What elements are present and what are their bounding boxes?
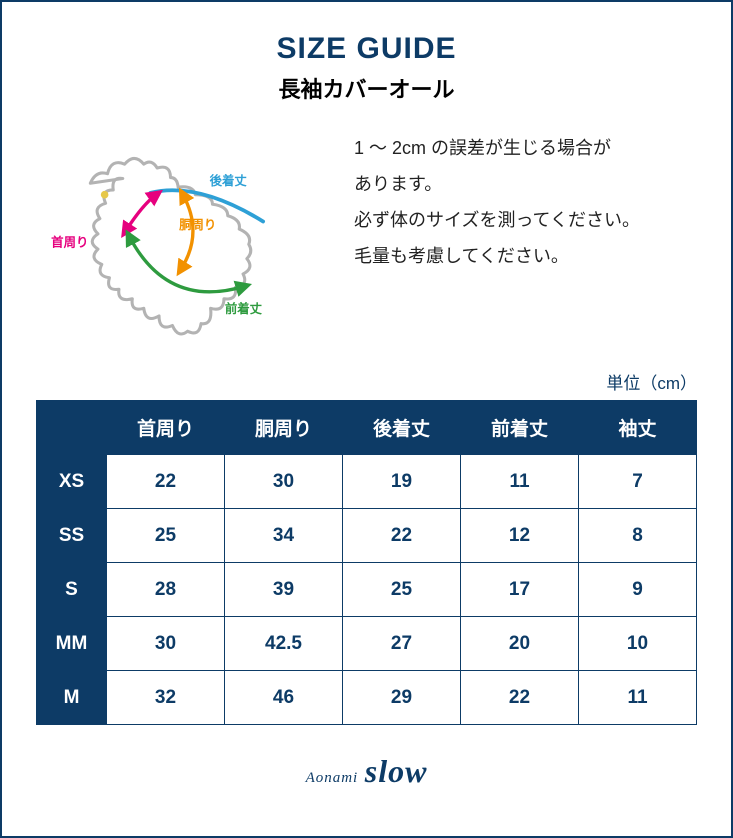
logo-small: Aonami bbox=[306, 770, 359, 786]
neck-line bbox=[126, 195, 157, 231]
back-length-line bbox=[150, 190, 263, 221]
table-cell: 25 bbox=[107, 509, 225, 563]
front-length-label: 前着丈 bbox=[225, 301, 263, 316]
row-header: MM bbox=[37, 617, 107, 671]
front-length-line bbox=[129, 237, 244, 292]
table-cell: 7 bbox=[579, 455, 697, 509]
page-subtitle: 長袖カバーオール bbox=[36, 72, 697, 104]
girth-label: 胴周り bbox=[179, 217, 216, 232]
row-header: S bbox=[37, 563, 107, 617]
note-line: 必ず体のサイズを測ってください。 bbox=[354, 202, 697, 238]
logo-large: slow bbox=[365, 753, 428, 789]
row-header: XS bbox=[37, 455, 107, 509]
table-cell: 30 bbox=[107, 617, 225, 671]
table-cell: 30 bbox=[225, 455, 343, 509]
table-row: M3246292211 bbox=[37, 671, 697, 725]
table-corner bbox=[37, 401, 107, 455]
col-header: 胴周り bbox=[225, 401, 343, 455]
table-row: S283925179 bbox=[37, 563, 697, 617]
table-cell: 46 bbox=[225, 671, 343, 725]
table-row: SS253422128 bbox=[37, 509, 697, 563]
table-cell: 32 bbox=[107, 671, 225, 725]
table-cell: 20 bbox=[461, 617, 579, 671]
col-header: 前着丈 bbox=[461, 401, 579, 455]
table-cell: 28 bbox=[107, 563, 225, 617]
table-cell: 25 bbox=[343, 563, 461, 617]
dog-eye-icon bbox=[101, 191, 109, 199]
col-header: 袖丈 bbox=[579, 401, 697, 455]
unit-label: 単位（cm） bbox=[36, 369, 697, 394]
table-cell: 12 bbox=[461, 509, 579, 563]
dog-diagram: 後着丈 首周り 胴周り 前着丈 bbox=[36, 126, 326, 341]
row-header: M bbox=[37, 671, 107, 725]
table-row: MM3042.5272010 bbox=[37, 617, 697, 671]
neck-label: 首周り bbox=[51, 234, 88, 249]
table-cell: 10 bbox=[579, 617, 697, 671]
top-row: 後着丈 首周り 胴周り 前着丈 bbox=[36, 126, 697, 341]
table-cell: 29 bbox=[343, 671, 461, 725]
table-cell: 11 bbox=[461, 455, 579, 509]
brand-logo: Aonami slow bbox=[36, 753, 697, 790]
col-header: 首周り bbox=[107, 401, 225, 455]
size-table: 首周り 胴周り 後着丈 前着丈 袖丈 XS223019117SS25342212… bbox=[36, 400, 697, 725]
size-guide-card: SIZE GUIDE 長袖カバーオール 後着丈 首周り 胴周り 前着丈 bbox=[0, 0, 733, 838]
table-cell: 22 bbox=[107, 455, 225, 509]
page-title: SIZE GUIDE bbox=[36, 32, 697, 66]
table-cell: 42.5 bbox=[225, 617, 343, 671]
col-header: 後着丈 bbox=[343, 401, 461, 455]
table-cell: 34 bbox=[225, 509, 343, 563]
table-row: XS223019117 bbox=[37, 455, 697, 509]
table-cell: 8 bbox=[579, 509, 697, 563]
note-line: 1 〜 2cm の誤差が生じる場合が bbox=[354, 130, 697, 166]
table-cell: 9 bbox=[579, 563, 697, 617]
table-cell: 17 bbox=[461, 563, 579, 617]
table-cell: 22 bbox=[343, 509, 461, 563]
table-cell: 22 bbox=[461, 671, 579, 725]
table-cell: 19 bbox=[343, 455, 461, 509]
note-line: あります。 bbox=[354, 166, 697, 202]
row-header: SS bbox=[37, 509, 107, 563]
note-line: 毛量も考慮してください。 bbox=[354, 238, 697, 274]
table-cell: 11 bbox=[579, 671, 697, 725]
table-cell: 39 bbox=[225, 563, 343, 617]
notes-block: 1 〜 2cm の誤差が生じる場合が あります。 必ず体のサイズを測ってください… bbox=[354, 126, 697, 274]
back-length-label: 後着丈 bbox=[210, 173, 248, 188]
table-cell: 27 bbox=[343, 617, 461, 671]
